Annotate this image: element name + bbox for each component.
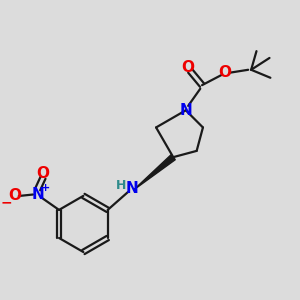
- Text: O: O: [8, 188, 21, 203]
- Text: O: O: [37, 166, 50, 181]
- Text: O: O: [219, 65, 232, 80]
- Text: O: O: [181, 60, 194, 75]
- Polygon shape: [134, 155, 175, 190]
- Text: N: N: [32, 187, 44, 202]
- Text: N: N: [179, 103, 192, 118]
- Text: −: −: [1, 196, 12, 209]
- Text: +: +: [40, 183, 50, 193]
- Text: H: H: [116, 178, 126, 192]
- Text: N: N: [126, 181, 138, 196]
